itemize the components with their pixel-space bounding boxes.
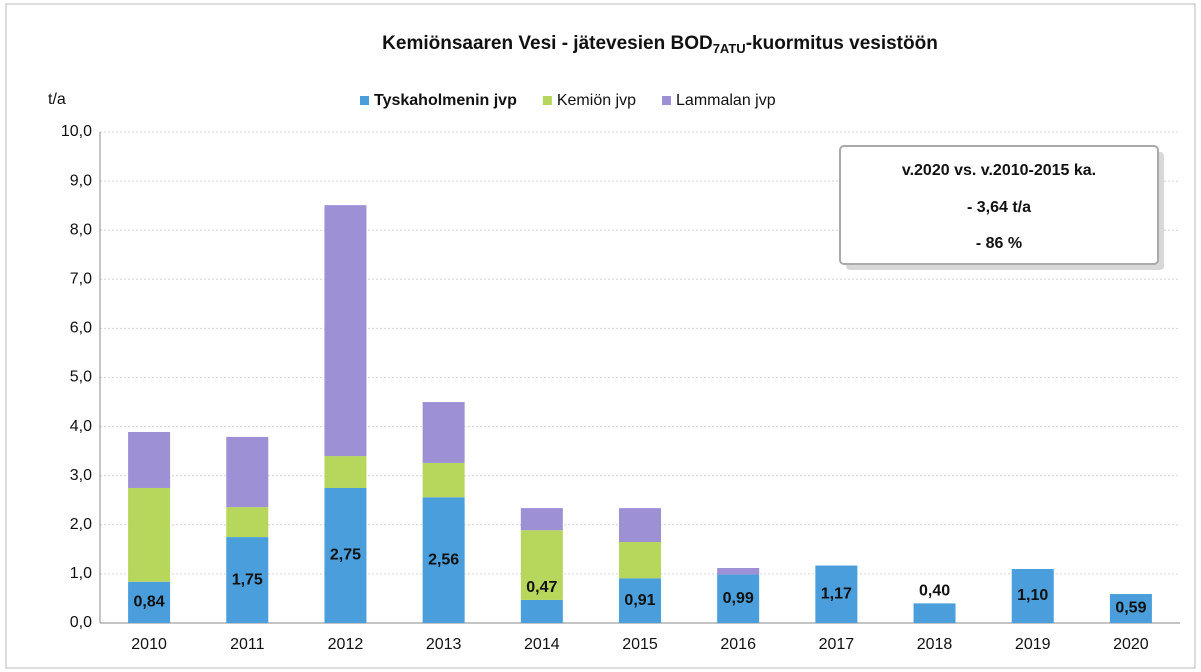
legend-swatch [662, 96, 672, 105]
annotation-line: - 86 % [976, 235, 1022, 252]
legend-label: Kemiön jvp [557, 92, 636, 109]
data-label: 0,84 [134, 594, 165, 611]
bar-segment [1109, 594, 1152, 623]
bar-segment [619, 541, 661, 579]
bar-segment [422, 497, 465, 623]
x-tick-label: 2013 [426, 636, 462, 653]
bar-segment [226, 507, 269, 538]
bar-segment [226, 537, 269, 623]
legend-swatch [360, 96, 369, 105]
annotation-frame [839, 145, 1159, 265]
x-tick-label: 2012 [328, 636, 364, 653]
x-tick-label: 2015 [622, 636, 658, 653]
y-tick-label: 6,0 [70, 320, 92, 337]
legend-label: Tyskaholmenin jvp [374, 92, 517, 109]
title-part: -kuormitus vesistöön [746, 33, 938, 54]
bar-segment [815, 565, 858, 623]
y-tick-label: 4,0 [70, 418, 92, 435]
x-tick-label: 2017 [819, 636, 855, 653]
y-tick-label: 5,0 [70, 369, 92, 386]
data-label: 0,59 [1115, 600, 1146, 617]
bar-segment [717, 568, 760, 575]
bar-segment [324, 487, 367, 623]
x-tick-label: 2014 [524, 636, 560, 653]
y-tick-label: 7,0 [70, 271, 92, 288]
title-subscript: 7ATU [713, 41, 746, 56]
data-label: 0,40 [919, 583, 950, 600]
annotation-line: - 3,64 t/a [967, 199, 1031, 216]
bar-segment [619, 578, 661, 623]
y-tick-label: 0,0 [70, 614, 92, 631]
data-label: 0,47 [526, 579, 557, 596]
bar-segment [520, 599, 563, 623]
data-label: 1,10 [1017, 587, 1048, 604]
bar-segment [1011, 568, 1054, 623]
legend-swatch [542, 96, 552, 105]
y-tick-label: 2,0 [70, 516, 92, 533]
data-label: 1,75 [232, 571, 263, 588]
y-tick-label: 3,0 [70, 467, 92, 484]
bar-segment [520, 508, 563, 531]
data-label: 1,17 [821, 585, 852, 602]
bar-segment [226, 436, 269, 508]
chart-title: Kemiönsaaren Vesi - jätevesien BOD7ATU-k… [382, 33, 938, 56]
y-axis-label: t/a [48, 91, 66, 108]
x-tick-label: 2010 [131, 636, 167, 653]
bar-segment [422, 402, 465, 463]
title-part: Kemiönsaaren Vesi - jätevesien BOD [382, 33, 713, 54]
bar-segment [324, 456, 367, 488]
bar-segment [324, 205, 367, 457]
x-tick-label: 2019 [1015, 636, 1051, 653]
bar-segment [422, 462, 465, 498]
bar-segment [619, 508, 661, 542]
chart-border [5, 3, 1196, 669]
bar-segment [520, 530, 563, 600]
y-tick-label: 8,0 [70, 221, 92, 238]
data-label: 0,99 [723, 590, 754, 607]
bar-segment [717, 574, 760, 623]
x-tick-label: 2016 [720, 636, 756, 653]
bar-segment [128, 487, 171, 582]
y-tick-label: 10,0 [61, 123, 92, 140]
bar-segment [913, 603, 956, 623]
data-label: 2,56 [428, 551, 459, 568]
x-tick-label: 2011 [230, 636, 265, 653]
legend-label: Lammalan jvp [676, 92, 776, 109]
data-label: 0,91 [624, 592, 655, 609]
data-label: 2,75 [330, 547, 361, 564]
x-tick-label: 2018 [917, 636, 953, 653]
y-tick-label: 1,0 [70, 565, 92, 582]
annotation-box: v.2020 vs. v.2010-2015 ka. - 3,64 t/a - … [839, 145, 1164, 270]
y-tick-label: 9,0 [70, 172, 92, 189]
annotation-line: v.2020 vs. v.2010-2015 ka. [902, 162, 1096, 179]
x-tick-label: 2020 [1113, 636, 1149, 653]
bar-segment [128, 581, 171, 623]
bar-segment [128, 432, 171, 488]
